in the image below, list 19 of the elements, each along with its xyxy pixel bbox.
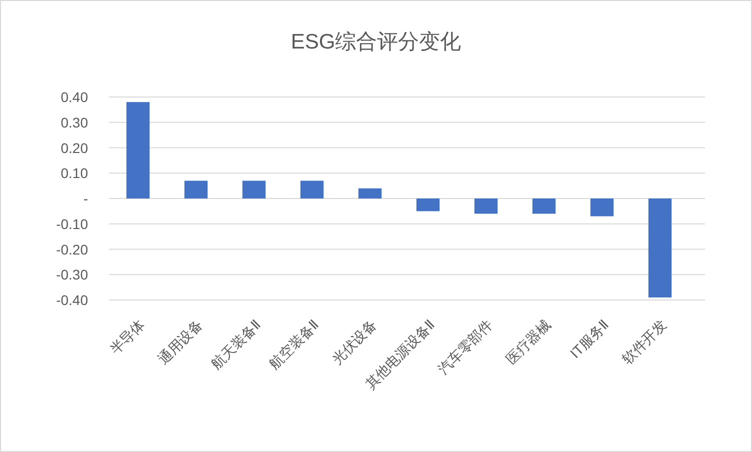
y-tick-label: 0.40 bbox=[60, 89, 88, 105]
x-tick-label: 通用设备 bbox=[154, 316, 206, 368]
x-tick-label: 医疗器械 bbox=[502, 316, 554, 368]
y-tick-label: -0.40 bbox=[56, 292, 88, 308]
x-tick-label: IT服务Ⅱ bbox=[566, 316, 612, 362]
y-tick-label: -0.20 bbox=[56, 241, 88, 258]
x-tick-label: 软件开发 bbox=[618, 316, 670, 368]
y-tick-label: 0.30 bbox=[60, 114, 88, 130]
y-tick-label: 0.10 bbox=[60, 165, 88, 182]
y-tick-label: - bbox=[83, 190, 88, 206]
y-tick-label: -0.30 bbox=[56, 266, 88, 283]
x-tick-label: 航天装备Ⅱ bbox=[208, 316, 264, 372]
chart-title: ESG综合评分变化 bbox=[290, 30, 462, 54]
x-tick-label: 半导体 bbox=[106, 316, 148, 358]
y-tick-label: -0.10 bbox=[56, 216, 88, 232]
y-tick-label: 0.20 bbox=[60, 140, 88, 156]
x-tick-label: 光伏设备 bbox=[328, 316, 380, 368]
x-tick-label: 汽车零部件 bbox=[434, 316, 496, 378]
x-tick-label: 航空装备Ⅱ bbox=[266, 316, 322, 372]
